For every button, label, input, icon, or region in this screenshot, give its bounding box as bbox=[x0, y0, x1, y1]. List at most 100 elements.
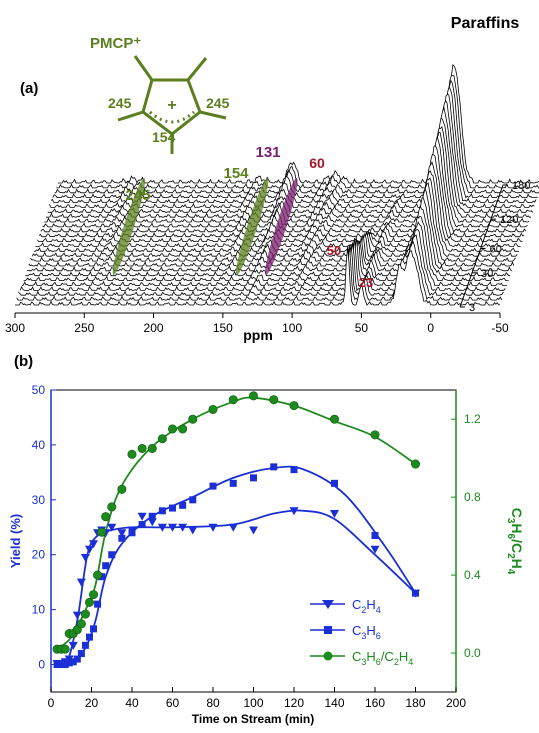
y2-title-sub3: 2 bbox=[505, 553, 516, 559]
series-1-point-13 bbox=[108, 551, 116, 559]
series-1-point-18 bbox=[158, 507, 166, 515]
legend: C2H4 C3H6 C3H6/C2H4 bbox=[310, 597, 413, 667]
y2-title-h: H bbox=[509, 523, 525, 533]
spectrum-fill-0 bbox=[15, 246, 500, 307]
structure-label-154: 154 bbox=[152, 129, 176, 145]
y2-title-sub1: 3 bbox=[505, 518, 516, 524]
series-0-point-13 bbox=[107, 523, 117, 532]
series-2-point-6 bbox=[76, 619, 86, 629]
series-0-point-25 bbox=[289, 507, 299, 516]
x-tick-label-6: 120 bbox=[284, 696, 304, 710]
series-0-point-23 bbox=[228, 523, 238, 532]
series-2-point-24 bbox=[249, 391, 259, 401]
structure-label-245-right: 245 bbox=[206, 95, 230, 111]
y-tick-label-1: 10 bbox=[32, 603, 46, 617]
series-2-point-15 bbox=[127, 449, 137, 459]
peak-label-4: 50 bbox=[327, 243, 341, 258]
spectrum-line-4 bbox=[21, 221, 507, 287]
series-markers bbox=[52, 391, 420, 669]
series-2-point-17 bbox=[147, 443, 157, 453]
series-0-point-8 bbox=[84, 545, 94, 554]
series-0-point-27 bbox=[370, 545, 380, 554]
series-0-point-19 bbox=[168, 523, 177, 532]
series-1-point-23 bbox=[229, 479, 237, 487]
series-2-point-8 bbox=[84, 597, 94, 607]
series-1-point-17 bbox=[148, 512, 156, 520]
series-0-point-14 bbox=[117, 529, 127, 538]
series-1-point-1 bbox=[57, 661, 65, 669]
panel-a-x-axis-title: ppm bbox=[243, 327, 273, 343]
x-tick-label-4: 80 bbox=[206, 696, 220, 710]
legend-marker-triangle bbox=[322, 600, 334, 609]
series-0-point-16 bbox=[137, 512, 147, 521]
y-axis-ticks: 0 10 20 30 40 50 bbox=[32, 383, 56, 672]
x-tick-label-7: 140 bbox=[324, 696, 344, 710]
series-1-point-8 bbox=[85, 633, 93, 641]
panel-a-depth-axis: 180 120 60 30 3 bbox=[459, 180, 530, 314]
peak-label-1: 154 bbox=[223, 165, 249, 182]
series-0-point-26 bbox=[330, 510, 339, 519]
series-1-point-16 bbox=[138, 521, 146, 529]
series-2-point-9 bbox=[89, 590, 99, 600]
series-1-point-24 bbox=[250, 474, 257, 482]
series-2-point-18 bbox=[157, 434, 167, 444]
y2-axis-title: C3H6/C2H4 bbox=[505, 508, 525, 575]
series-2-point-14 bbox=[117, 484, 127, 494]
x-tick-label-0: 0 bbox=[48, 696, 55, 710]
series-2-point-19 bbox=[168, 424, 178, 434]
y2-tick-label-1: 0.4 bbox=[464, 568, 481, 582]
plot-frame bbox=[50, 389, 457, 693]
series-0-point-24 bbox=[249, 526, 258, 535]
y2-title-c: C bbox=[509, 508, 525, 518]
series-2-point-12 bbox=[101, 512, 111, 522]
legend-entry-ratio: C3H6/C2H4 bbox=[310, 649, 413, 667]
series-curves bbox=[56, 396, 417, 667]
series-2-point-23 bbox=[228, 395, 238, 405]
peak-label-3: 60 bbox=[309, 155, 325, 171]
series-0-point-21 bbox=[188, 526, 198, 535]
panel-b-label: (b) bbox=[14, 353, 33, 370]
series-2-point-25 bbox=[269, 395, 279, 405]
highlight-154 bbox=[236, 177, 269, 276]
series-2-point-2 bbox=[60, 644, 70, 654]
spectrum-line-7 bbox=[26, 197, 513, 272]
spectrum-line-25 bbox=[58, 63, 539, 184]
depth-tick-label-0: 180 bbox=[512, 180, 530, 192]
series-1-point-29 bbox=[412, 589, 419, 597]
series-0-point-5 bbox=[72, 611, 82, 620]
y2-title-sub4: 4 bbox=[505, 569, 516, 575]
panel-a-tick-label-2: 200 bbox=[144, 321, 164, 335]
series-1-point-3 bbox=[65, 659, 73, 667]
x-tick-label-3: 60 bbox=[166, 696, 180, 710]
peak-highlights bbox=[112, 177, 298, 276]
y2-tick-label-2: 0.8 bbox=[464, 490, 481, 504]
series-0-point-22 bbox=[208, 523, 218, 532]
panel-a-tick-label-6: 0 bbox=[427, 321, 434, 335]
highlight-245 bbox=[112, 177, 146, 276]
series-1-point-27 bbox=[331, 479, 338, 487]
legend-marker-square bbox=[324, 626, 332, 634]
x-axis-ticks: 0 20 40 60 80 100 120 140 160 180 200 bbox=[48, 687, 466, 710]
series-2-point-16 bbox=[137, 443, 147, 453]
x-tick-label-8: 160 bbox=[365, 696, 385, 710]
series-1-point-25 bbox=[270, 463, 278, 471]
y-tick-label-5: 50 bbox=[32, 383, 46, 397]
panel-a-tick-label-7: -50 bbox=[491, 321, 509, 335]
y2-title-tail: /C bbox=[509, 539, 525, 553]
panel-a-peak-labels: 245 154 131 60 50 23 Paraffins bbox=[125, 15, 519, 290]
x-tick-label-2: 40 bbox=[125, 696, 139, 710]
legend-label-c2h4: C2H4 bbox=[352, 597, 381, 615]
y-tick-label-4: 40 bbox=[32, 438, 46, 452]
panel-a-label: (a) bbox=[20, 80, 38, 97]
y-axis-title: Yield (%) bbox=[8, 514, 23, 568]
series-1-point-21 bbox=[189, 496, 197, 504]
structure-title: PMCP⁺ bbox=[90, 35, 141, 52]
y2-tick-label-3: 1.2 bbox=[464, 412, 481, 426]
series-0-point-17 bbox=[147, 518, 157, 527]
structure-ring bbox=[117, 55, 227, 154]
series-0-point-6 bbox=[76, 578, 86, 587]
structure-label-245-left: 245 bbox=[108, 95, 132, 111]
series-2-point-7 bbox=[80, 609, 90, 619]
pmcp-structure: PMCP⁺ + 245 245 154 bbox=[90, 35, 230, 154]
series-2-point-20 bbox=[178, 424, 188, 434]
